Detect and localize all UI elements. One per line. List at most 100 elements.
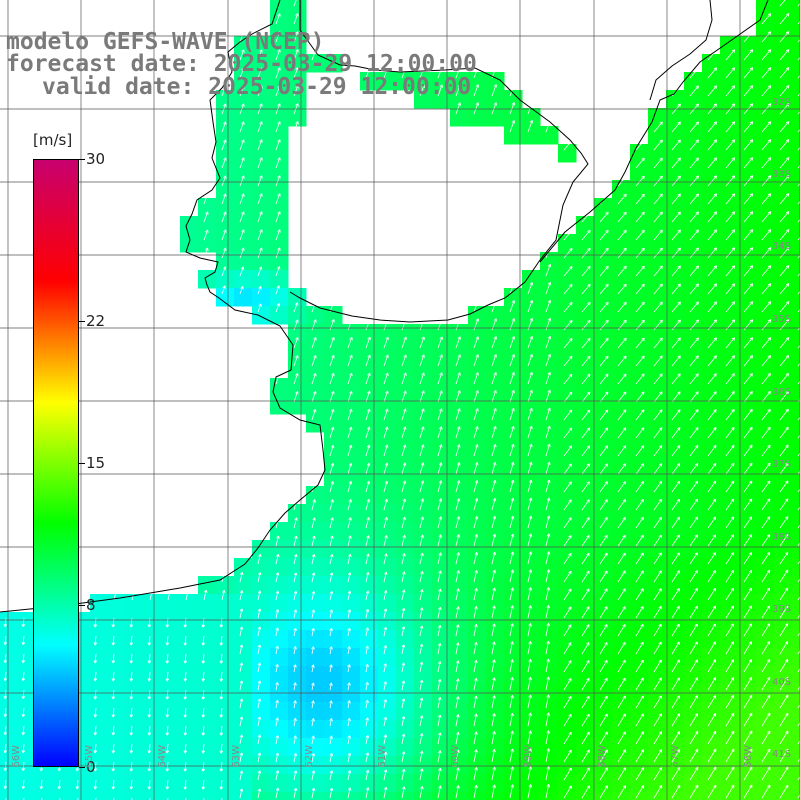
wind-speed-cell [684, 126, 703, 145]
wind-speed-cell [450, 342, 469, 361]
wind-arrow [293, 139, 299, 151]
wind-speed-cell [522, 666, 541, 685]
wind-speed-cell [702, 486, 721, 505]
wind-arrow [509, 659, 514, 673]
wind-arrow [653, 767, 663, 781]
wind-speed-cell [504, 594, 523, 613]
wind-speed-cell [126, 720, 145, 739]
wind-arrow [275, 193, 281, 205]
wind-speed-cell [432, 702, 451, 721]
wind-arrow [93, 617, 98, 628]
wind-arrow [329, 408, 335, 421]
wind-speed-cell [216, 774, 235, 793]
wind-speed-cell [468, 756, 487, 775]
wind-arrow [275, 303, 281, 313]
wind-speed-cell [792, 54, 800, 73]
wind-arrow [111, 779, 116, 790]
wind-arrow [221, 175, 227, 187]
wind-speed-cell [720, 396, 739, 415]
wind-arrow [545, 658, 550, 673]
wind-speed-cell [468, 540, 487, 559]
wind-speed-cell [738, 486, 757, 505]
wind-speed-cell [612, 504, 631, 523]
wind-arrow [599, 463, 608, 475]
wind-speed-cell [648, 162, 667, 181]
wind-speed-cell [486, 756, 505, 775]
wind-arrow [545, 425, 551, 439]
colorbar-unit: [m/s] [33, 131, 73, 149]
wind-speed-cell [414, 792, 433, 800]
wind-arrow [599, 247, 609, 259]
wind-speed-cell [702, 360, 721, 379]
wind-arrow [725, 391, 735, 403]
wind-speed-cell [648, 486, 667, 505]
wind-speed-cell [594, 792, 613, 800]
wind-speed-cell [90, 774, 109, 793]
wind-speed-cell [468, 396, 487, 415]
wind-arrow [347, 408, 353, 421]
wind-arrow [671, 749, 681, 763]
wind-arrow [545, 569, 551, 583]
wind-speed-cell [360, 648, 379, 667]
wind-arrow [257, 193, 263, 205]
wind-arrow [419, 516, 425, 529]
wind-arrow [455, 444, 461, 457]
wind-arrow [599, 337, 609, 349]
wind-speed-cell [666, 270, 685, 289]
wind-arrow [743, 462, 753, 475]
wind-arrow [563, 535, 572, 547]
wind-arrow [635, 481, 644, 493]
wind-speed-cell [612, 594, 631, 613]
wind-arrow [761, 766, 771, 781]
wind-arrow [365, 663, 369, 673]
wind-speed-cell [504, 558, 523, 577]
wind-arrow [437, 516, 443, 529]
wind-arrow [617, 588, 626, 601]
wind-speed-cell [702, 198, 721, 217]
wind-speed-cell [396, 612, 415, 631]
wind-speed-cell [594, 450, 613, 469]
wind-speed-cell [306, 378, 325, 397]
wind-speed-cell [558, 558, 577, 577]
wind-speed-cell [756, 792, 775, 800]
wind-speed-cell [432, 774, 451, 793]
wind-speed-cell [90, 666, 109, 685]
wind-speed-cell [360, 450, 379, 469]
wind-speed-cell [270, 0, 289, 19]
wind-speed-cell [684, 756, 703, 775]
wind-arrow [761, 337, 772, 349]
wind-speed-cell [198, 198, 217, 217]
wind-speed-cell [630, 270, 649, 289]
wind-speed-cell [270, 252, 289, 271]
wind-speed-cell [792, 72, 800, 91]
wind-speed-cell [144, 630, 163, 649]
wind-arrow [563, 588, 572, 601]
wind-arrow [311, 535, 316, 547]
colorbar-tick-mark [79, 604, 85, 606]
wind-arrow [473, 713, 478, 727]
model-title: modelo GEFS-WAVE (NCEP) [6, 29, 325, 55]
wind-speed-cell [594, 612, 613, 631]
wind-arrow [347, 517, 352, 529]
wind-arrow [581, 624, 590, 637]
wind-speed-cell [144, 720, 163, 739]
wind-arrow [797, 416, 800, 421]
wind-speed-cell [54, 774, 73, 793]
wind-speed-cell [594, 558, 613, 577]
wind-speed-cell [522, 792, 541, 800]
wind-speed-cell [630, 378, 649, 397]
wind-speed-cell [0, 720, 19, 739]
wind-arrow [473, 354, 479, 367]
wind-speed-cell [396, 378, 415, 397]
wind-arrow [509, 300, 516, 313]
wind-arrow [221, 247, 227, 259]
wind-arrow [491, 354, 497, 367]
wind-speed-cell [648, 270, 667, 289]
wind-speed-cell [252, 558, 271, 577]
wind-arrow [707, 211, 717, 223]
latitude-label: 36S [772, 387, 792, 398]
wind-arrow [365, 498, 371, 511]
wind-speed-cell [648, 738, 667, 757]
wind-arrow [617, 695, 626, 709]
wind-speed-cell [522, 396, 541, 415]
